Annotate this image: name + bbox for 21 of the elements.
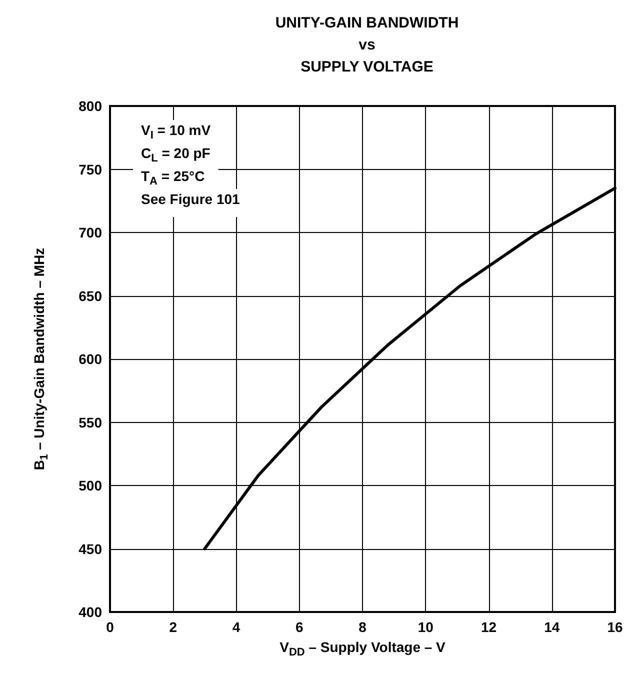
y-axis-title: B1 – Unity-Gain Bandwidth – MHz	[31, 248, 50, 470]
y-tick-label: 700	[78, 224, 102, 240]
x-tick-label: 6	[295, 619, 304, 635]
x-tick-label: 2	[169, 619, 178, 635]
y-tick-label: 650	[78, 288, 102, 304]
y-tick-label: 750	[78, 161, 102, 178]
x-tick-label: 12	[480, 619, 497, 635]
x-tick-label: 4	[232, 619, 240, 635]
y-tick-label: 400	[78, 604, 102, 620]
x-tick-label: 14	[544, 619, 560, 635]
y-tick-label: 450	[78, 540, 102, 557]
y-tick-label: 550	[78, 414, 102, 430]
y-tick-label: 800	[78, 98, 102, 114]
x-tick-label: 16	[607, 619, 623, 635]
x-tick-label: 8	[358, 619, 367, 635]
x-tick-label: 0	[106, 619, 114, 635]
y-tick-label: 500	[78, 478, 102, 494]
annotation: See Figure 101	[141, 191, 240, 207]
chart-title: UNITY-GAIN BANDWIDTH vs SUPPLY VOLTAGE	[275, 14, 459, 76]
x-tick-label: 10	[418, 619, 434, 635]
y-tick-label: 600	[78, 351, 102, 367]
